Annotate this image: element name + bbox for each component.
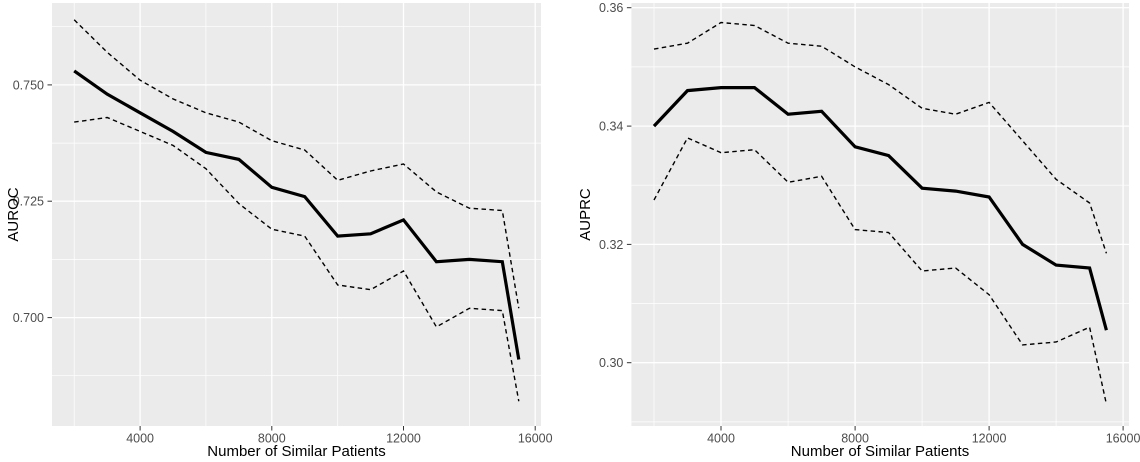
x-tick-label: 4000 xyxy=(707,432,735,446)
panel-background xyxy=(52,3,541,426)
auprc-mean-line xyxy=(652,85,1108,331)
chart-auprc: 4000 8000 12000 16000 0.30 0.32 0.34 0.36 Numbe… xyxy=(570,0,1140,462)
x-tick-label: 8000 xyxy=(841,432,869,446)
auroc-upper-bound-line xyxy=(73,19,520,309)
auprc-x-axis-title: Number of Similar Patients xyxy=(791,443,969,460)
y-tick-label: 0.700 xyxy=(13,311,44,325)
y-tick-label: 0.750 xyxy=(13,78,44,92)
x-tick-label: 4000 xyxy=(126,432,154,446)
auroc-plot-area: 4000 8000 12000 16000 0.700 0.725 0.750 xyxy=(13,3,553,446)
auroc-mean-line xyxy=(73,69,521,360)
x-tick-label: 16000 xyxy=(518,432,553,446)
y-tick-label: 0.30 xyxy=(599,356,623,370)
y-tick-label: 0.36 xyxy=(599,1,623,15)
y-tick-label: 0.32 xyxy=(599,238,623,252)
chart-auroc: 4000 8000 12000 16000 0.700 0.725 0.750 Number… xyxy=(5,3,553,460)
auprc-y-axis-title: AUPRC xyxy=(577,188,594,241)
auroc-lower-bound-line xyxy=(74,116,520,402)
auprc-lower-bound-line xyxy=(653,136,1108,405)
panel-background xyxy=(631,3,1129,426)
auprc-plot-area: 4000 8000 12000 16000 0.30 0.32 0.34 0.36 xyxy=(599,1,1140,445)
x-tick-label: 12000 xyxy=(386,432,421,446)
y-tick-label: 0.34 xyxy=(599,120,623,134)
auroc-chart-svg: 4000 8000 12000 16000 0.700 0.725 0.750 Number… xyxy=(5,3,553,460)
x-tick-label: 8000 xyxy=(258,432,286,446)
x-tick-label: 16000 xyxy=(1106,432,1140,446)
auroc-y-axis-title: AUROC xyxy=(5,187,22,241)
auprc-upper-bound-line xyxy=(653,21,1108,254)
y-tick-label: 0.725 xyxy=(13,195,44,209)
auprc-chart-svg: 4000 8000 12000 16000 0.30 0.32 0.34 0.36 Numbe… xyxy=(577,1,1140,460)
x-tick-label: 12000 xyxy=(972,432,1007,446)
auroc-x-axis-title: Number of Similar Patients xyxy=(207,443,385,460)
